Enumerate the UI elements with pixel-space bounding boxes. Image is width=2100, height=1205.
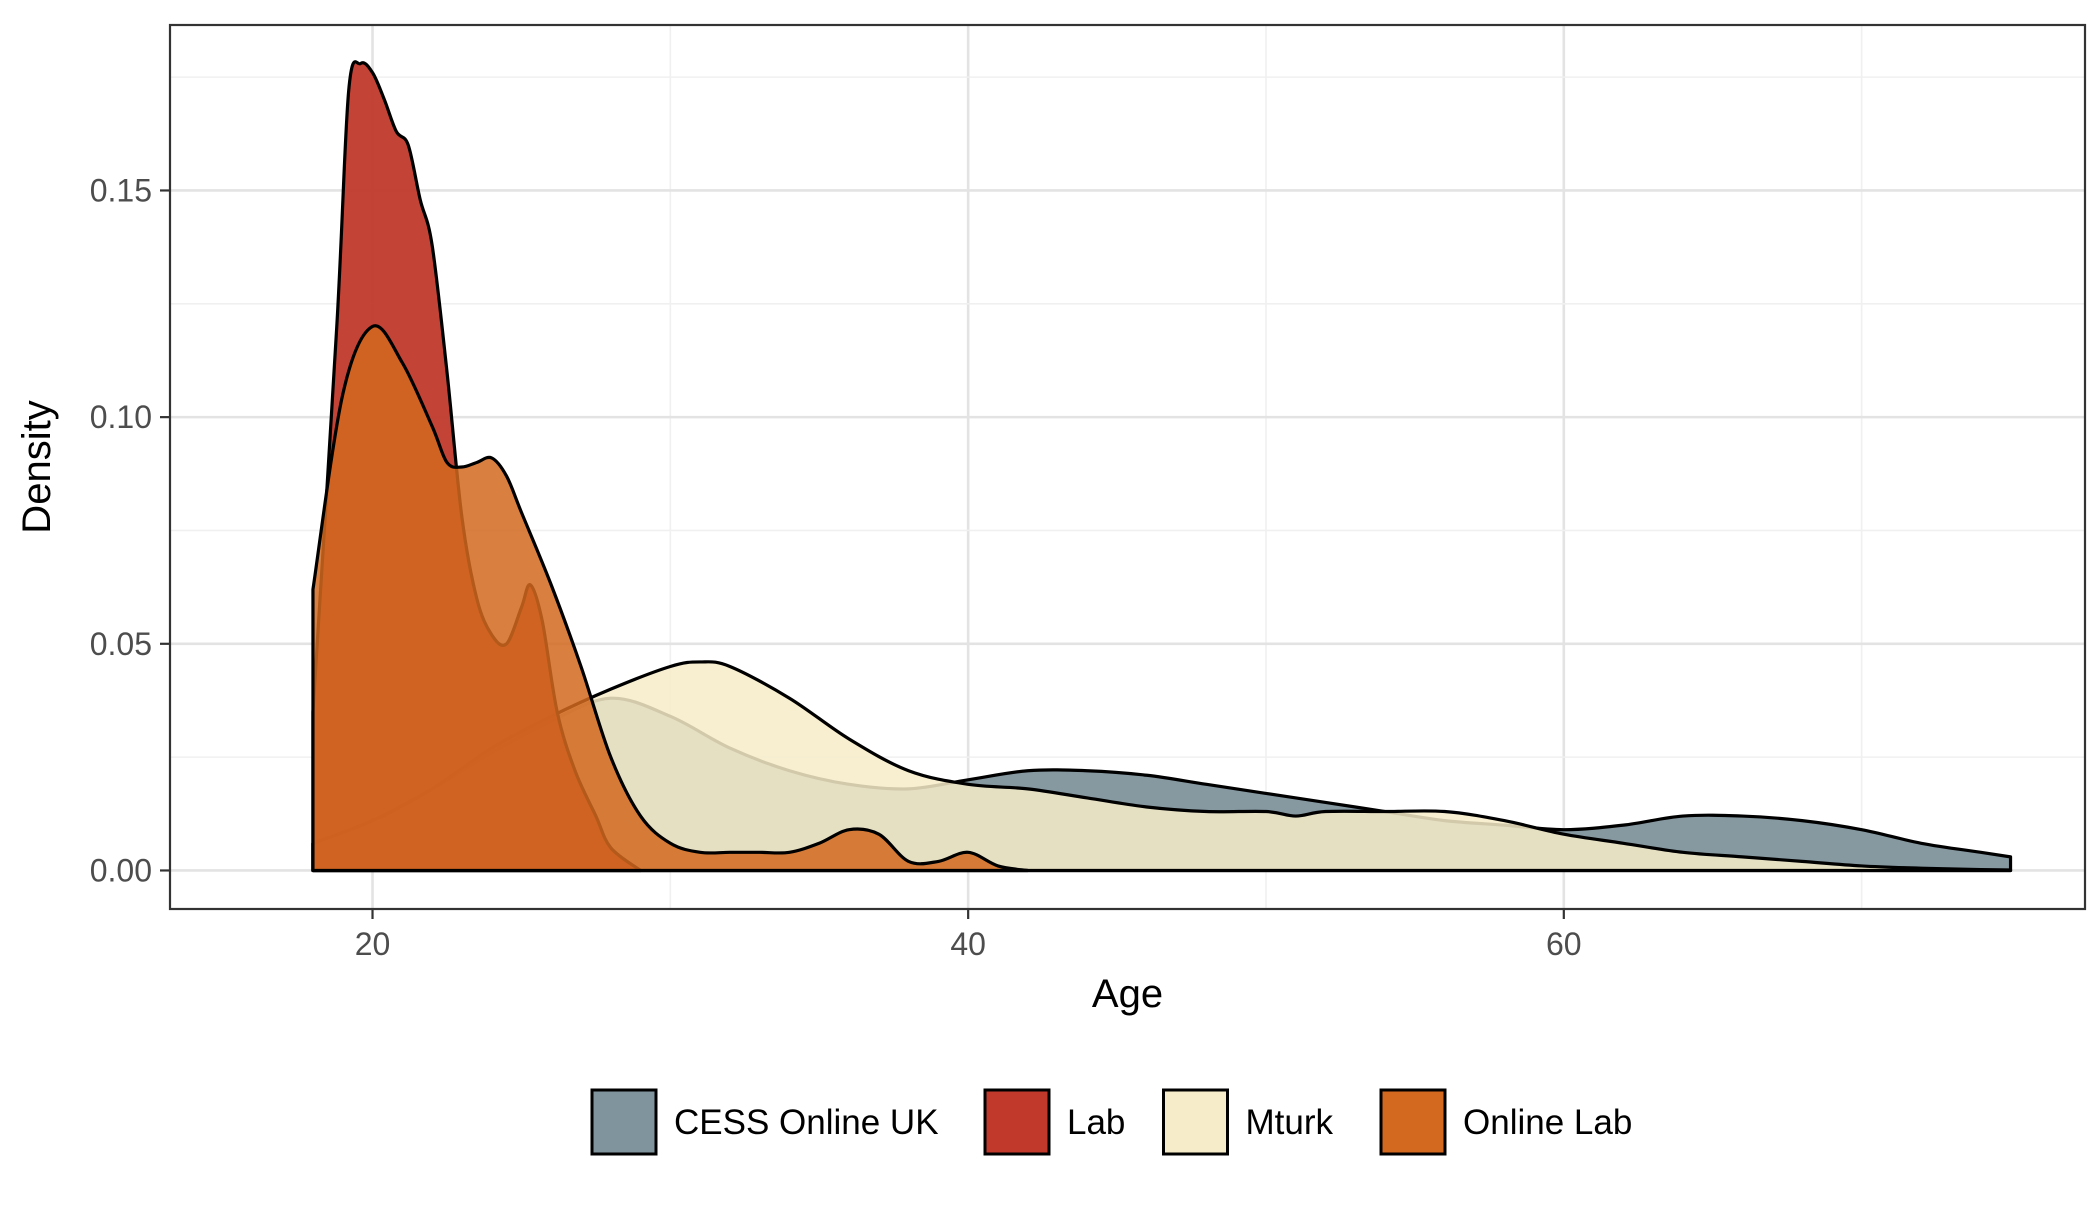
legend-label: Lab <box>1067 1103 1125 1142</box>
axes: 20 40 60 0.00 0.05 0.10 0.15 <box>90 172 1582 962</box>
legend-label: CESS Online UK <box>674 1103 939 1142</box>
x-axis-title: Age <box>1092 972 1163 1016</box>
density-series <box>311 60 2013 873</box>
y-tick-label: 0.15 <box>90 172 152 208</box>
density-area-mturk <box>311 660 2013 873</box>
plot-panel-border <box>168 23 2087 911</box>
legend-key-online-lab <box>1379 1088 1447 1156</box>
legend-item-lab: Lab <box>983 1088 1125 1156</box>
legend-key-cess-online-uk <box>590 1088 658 1156</box>
x-tick-label: 20 <box>355 926 391 962</box>
y-axis-title: Density <box>15 400 59 533</box>
density-area-online-lab <box>311 324 1030 873</box>
legend: CESS Online UK Lab Mturk Online Lab <box>590 1088 1632 1156</box>
legend-key-lab <box>983 1088 1051 1156</box>
legend-label: Online Lab <box>1463 1103 1632 1142</box>
x-tick-label: 60 <box>1546 926 1582 962</box>
legend-label: Mturk <box>1246 1103 1334 1142</box>
y-tick-label: 0.00 <box>90 852 152 888</box>
legend-key-mturk <box>1162 1088 1229 1156</box>
y-tick-label: 0.10 <box>90 399 152 435</box>
legend-item-cess-online-uk: CESS Online UK <box>590 1088 939 1156</box>
legend-item-online-lab: Online Lab <box>1379 1088 1632 1156</box>
legend-item-mturk: Mturk <box>1162 1088 1334 1156</box>
y-tick-label: 0.05 <box>90 626 152 662</box>
x-tick-label: 40 <box>950 926 986 962</box>
